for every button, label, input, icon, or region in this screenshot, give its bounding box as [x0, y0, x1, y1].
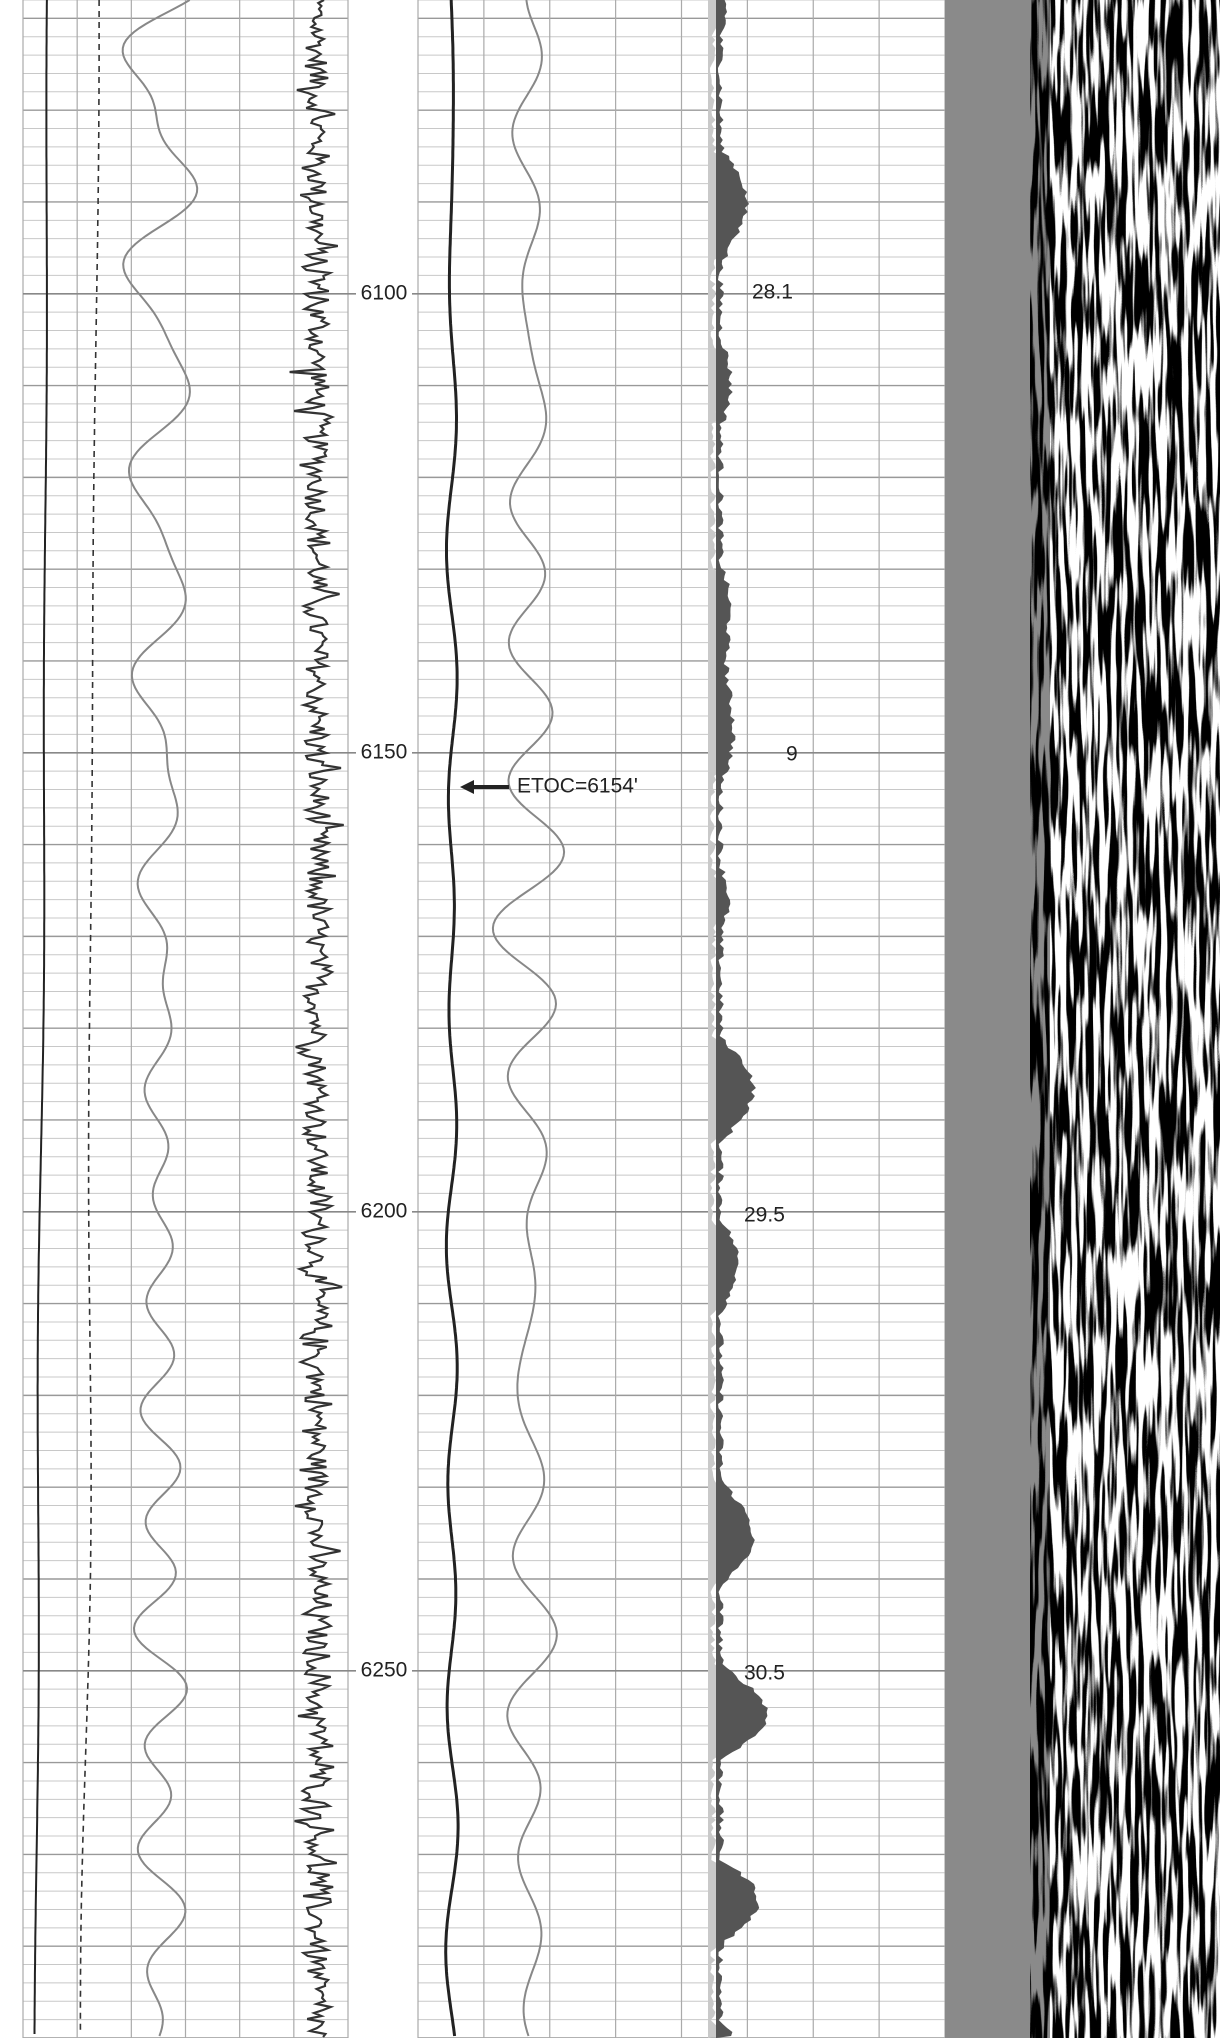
log-curve: [33, 0, 48, 2034]
depth-label-bg: [356, 738, 412, 767]
etoc-arrowhead: [460, 780, 474, 794]
depth-label-bg: [356, 279, 412, 308]
labels: ETOC=6154' 28.1 9 29.5 30.5 6100 6150 6200…: [356, 279, 798, 1685]
depth-label-bg: [356, 1197, 412, 1226]
depth-label-bg: [356, 1656, 412, 1685]
log-curve: [491, 0, 566, 2037]
value-label: 29.5: [744, 1204, 785, 1227]
depth-label: 6150: [361, 740, 408, 763]
log-curve: [289, 0, 344, 2038]
depth-label: 6250: [361, 1658, 408, 1681]
depth-label: 6200: [361, 1199, 408, 1222]
value-label: 30.5: [744, 1662, 785, 1685]
value-label: 28.1: [752, 281, 793, 304]
depth-label: 6100: [361, 281, 408, 304]
curves: [33, 0, 768, 2038]
image-texture: [1030, 0, 1220, 2038]
log-fill: [716, 0, 768, 2038]
grid: [22, 0, 946, 2039]
etoc-label: ETOC=6154': [517, 775, 638, 798]
value-label: 9: [786, 743, 798, 766]
log-curve: [79, 0, 100, 2035]
log-curve: [121, 0, 199, 2037]
log-curve: [444, 0, 460, 2037]
